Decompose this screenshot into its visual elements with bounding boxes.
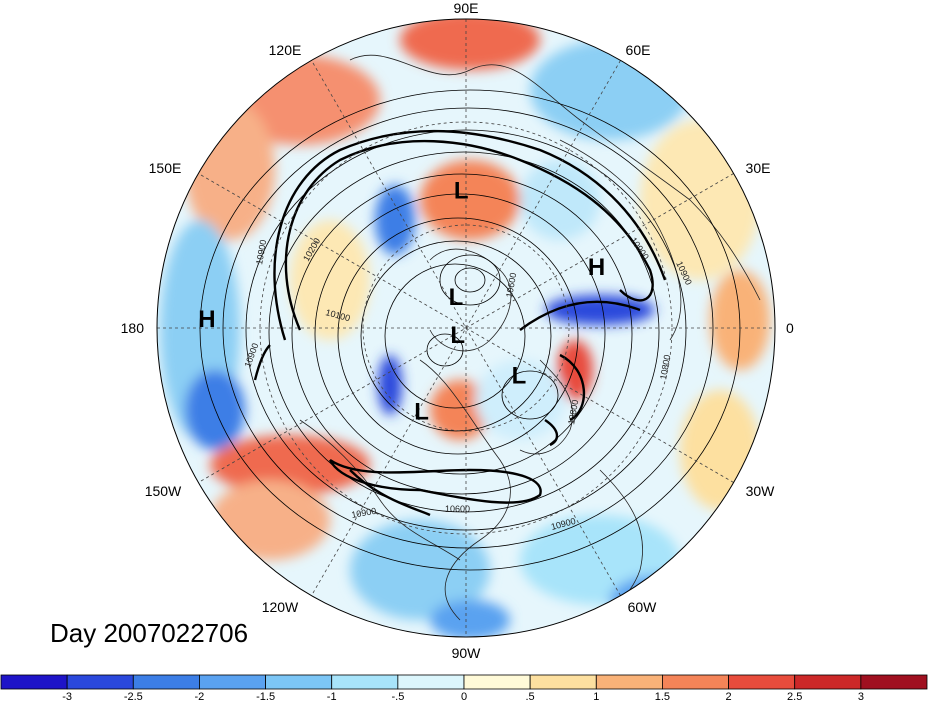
colorbar-swatch — [199, 674, 266, 690]
colorbar-tick-label: 2.5 — [787, 691, 802, 702]
lon-label-30w: 30W — [746, 483, 776, 499]
contour-label: 10600 — [445, 504, 470, 514]
colorbar-swatch — [397, 674, 465, 690]
colorbar: -3 -2.5 -2 -1.5 -1 -.5 0 .5 1 1.5 2 2.5 3 — [0, 674, 928, 702]
lon-label-30e: 30E — [746, 160, 771, 176]
high-pressure-marker: H — [588, 254, 605, 281]
colorbar-swatch — [860, 674, 928, 690]
colorbar-tick-label: 2 — [726, 691, 732, 702]
colorbar-tick-label: -2.5 — [124, 691, 143, 702]
colorbar-swatch — [66, 674, 134, 690]
graticule — [157, 19, 775, 637]
high-pressure-marker: H — [198, 306, 215, 333]
low-pressure-marker: L — [454, 178, 469, 205]
low-pressure-marker: L — [449, 284, 464, 311]
colorbar-tick-label: .5 — [526, 691, 535, 702]
colorbar-tick-label: -1.5 — [256, 691, 275, 702]
colorbar-tick-label: 1 — [593, 691, 599, 702]
colorbar-tick-label: 0 — [461, 691, 467, 702]
colorbar-tick-label: 3 — [858, 691, 864, 702]
lon-label-90e: 90E — [454, 0, 479, 16]
colorbar-tick-label: -1 — [327, 691, 337, 702]
lon-label-60w: 60W — [628, 599, 658, 615]
colorbar-tick-label: -.5 — [391, 691, 404, 702]
jet-contours — [253, 129, 667, 517]
lon-label-90w: 90W — [452, 645, 482, 661]
longitude-labels: 90E 60E 30E 0 30W 60W 90W 120W 150W 180 … — [121, 0, 794, 661]
colorbar-swatch — [728, 674, 796, 690]
contour-label: 10900 — [254, 239, 268, 265]
contour-label: 10800 — [566, 399, 580, 425]
lon-label-0: 0 — [786, 320, 794, 336]
date-title: Day 2007022706 — [50, 618, 249, 648]
low-pressure-marker: L — [512, 363, 527, 390]
lon-label-120e: 120E — [269, 42, 302, 58]
colorbar-swatch — [595, 674, 663, 690]
lon-label-60e: 60E — [626, 42, 651, 58]
colorbar-swatch — [529, 674, 597, 690]
lon-label-120w: 120W — [262, 599, 299, 615]
colorbar-tick-label: -3 — [62, 691, 72, 702]
colorbar-swatch — [463, 674, 531, 690]
lon-label-150w: 150W — [145, 483, 182, 499]
colorbar-swatch — [0, 674, 68, 690]
lon-label-150e: 150E — [149, 160, 182, 176]
colorbar-tick-label: 1.5 — [655, 691, 670, 702]
colorbar-swatch — [132, 674, 200, 690]
colorbar-swatch — [794, 674, 862, 690]
contour-label: 10600 — [504, 272, 518, 298]
colorbar-swatch — [662, 674, 729, 690]
colorbar-swatch — [265, 674, 333, 690]
lon-label-180: 180 — [121, 320, 145, 336]
contour-label: 10800 — [658, 354, 672, 380]
low-pressure-marker: L — [450, 322, 465, 349]
colorbar-swatch — [331, 674, 399, 690]
low-pressure-marker: L — [414, 398, 429, 425]
contour-label: 10900 — [351, 506, 377, 520]
colorbar-tick-label: -2 — [195, 691, 205, 702]
map-border — [156, 18, 776, 638]
